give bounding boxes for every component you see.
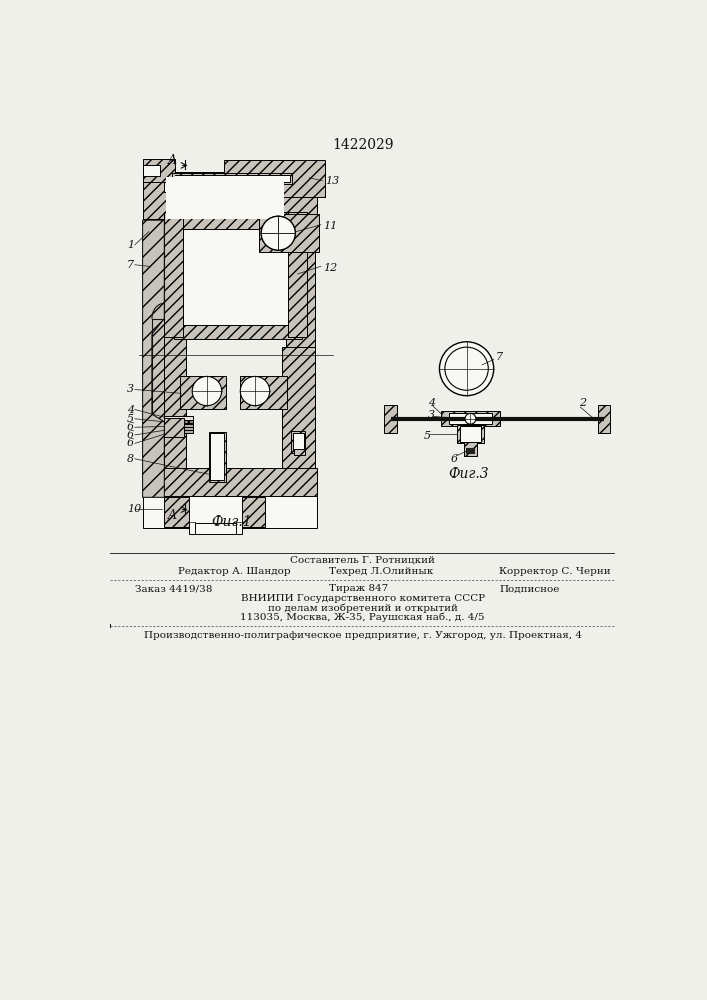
Text: Техред Л.Олийнык: Техред Л.Олийнык — [329, 567, 433, 576]
Bar — [282, 347, 315, 497]
Bar — [166, 177, 284, 219]
Text: 7: 7 — [496, 352, 503, 362]
Bar — [209, 432, 226, 482]
Circle shape — [440, 342, 493, 396]
Bar — [597, 405, 610, 433]
Text: Подписное: Подписное — [499, 584, 559, 593]
Bar — [164, 324, 186, 497]
Text: Тираж 847: Тираж 847 — [329, 584, 388, 593]
Bar — [143, 172, 317, 219]
Bar — [164, 420, 193, 423]
Bar — [164, 430, 193, 433]
Text: 6: 6 — [127, 422, 134, 432]
Bar — [143, 158, 175, 182]
Text: 4: 4 — [428, 398, 435, 408]
Text: ВНИИПИ Государственного комитета СССР: ВНИИПИ Государственного комитета СССР — [240, 594, 485, 603]
Bar — [164, 418, 184, 437]
Text: Корректор С. Черни: Корректор С. Черни — [499, 567, 611, 576]
Bar — [288, 212, 307, 337]
Bar — [385, 405, 397, 433]
Text: Производственно-полиграфическое предприятие, г. Ужгород, ул. Проектная, 4: Производственно-полиграфическое предприя… — [144, 631, 582, 640]
Text: 6: 6 — [127, 438, 134, 448]
Text: 6: 6 — [127, 430, 134, 440]
Bar — [240, 376, 287, 409]
Text: 5: 5 — [127, 414, 134, 424]
Bar — [164, 416, 193, 420]
Bar — [195, 523, 235, 534]
Text: 7: 7 — [127, 260, 134, 270]
Polygon shape — [143, 220, 164, 497]
Bar — [143, 165, 160, 176]
Bar — [175, 176, 290, 182]
Text: 113035, Москва, Ж-35, Раушская наб., д. 4/5: 113035, Москва, Ж-35, Раушская наб., д. … — [240, 613, 485, 622]
Bar — [291, 431, 305, 453]
Text: 1: 1 — [127, 240, 134, 250]
Text: A: A — [168, 154, 177, 167]
Text: 3: 3 — [428, 410, 435, 420]
Text: 12: 12 — [323, 263, 337, 273]
Text: 5: 5 — [424, 431, 431, 441]
Bar — [164, 212, 183, 337]
Bar — [441, 411, 500, 426]
Text: 8: 8 — [127, 454, 134, 464]
Bar — [143, 220, 164, 497]
Bar — [182, 222, 296, 336]
Bar — [172, 173, 292, 184]
Bar — [449, 413, 492, 424]
Text: Редактор А. Шандор: Редактор А. Шандор — [177, 567, 290, 576]
Bar — [457, 425, 484, 443]
Text: по делам изобретений и открытий: по делам изобретений и открытий — [268, 603, 457, 613]
Circle shape — [445, 347, 489, 390]
Bar — [460, 426, 481, 442]
Bar — [174, 325, 301, 339]
Bar — [164, 424, 193, 427]
Text: Заказ 4419/38: Заказ 4419/38 — [135, 584, 212, 593]
Bar — [464, 442, 477, 456]
Text: A: A — [168, 509, 177, 522]
Bar — [293, 433, 304, 451]
Text: 2: 2 — [579, 398, 586, 408]
Bar — [174, 212, 301, 229]
Text: 13: 13 — [325, 176, 339, 186]
Circle shape — [261, 216, 296, 250]
Circle shape — [261, 216, 296, 250]
Bar — [293, 449, 305, 455]
Bar — [164, 182, 250, 192]
Text: 10: 10 — [127, 504, 141, 514]
Bar — [286, 219, 315, 351]
Text: 4: 4 — [127, 405, 134, 415]
Bar — [164, 427, 193, 430]
Bar — [164, 497, 265, 527]
Text: Фиг.1: Фиг.1 — [211, 515, 252, 529]
Text: Составитель Г. Ротницкий: Составитель Г. Ротницкий — [291, 556, 436, 565]
Text: 3: 3 — [127, 384, 134, 394]
Text: 11: 11 — [323, 221, 337, 231]
Circle shape — [465, 413, 476, 424]
Bar — [224, 160, 325, 197]
Text: Фиг.3: Фиг.3 — [448, 467, 489, 481]
Circle shape — [192, 376, 222, 406]
Bar — [210, 433, 224, 480]
Bar — [189, 496, 242, 534]
Circle shape — [240, 376, 270, 406]
Bar — [259, 214, 320, 252]
Bar — [175, 175, 290, 182]
Bar — [143, 496, 317, 528]
Bar — [466, 448, 475, 454]
Text: 1422029: 1422029 — [332, 138, 394, 152]
Bar — [180, 376, 226, 409]
Text: 6: 6 — [451, 454, 458, 464]
Bar — [143, 468, 317, 497]
